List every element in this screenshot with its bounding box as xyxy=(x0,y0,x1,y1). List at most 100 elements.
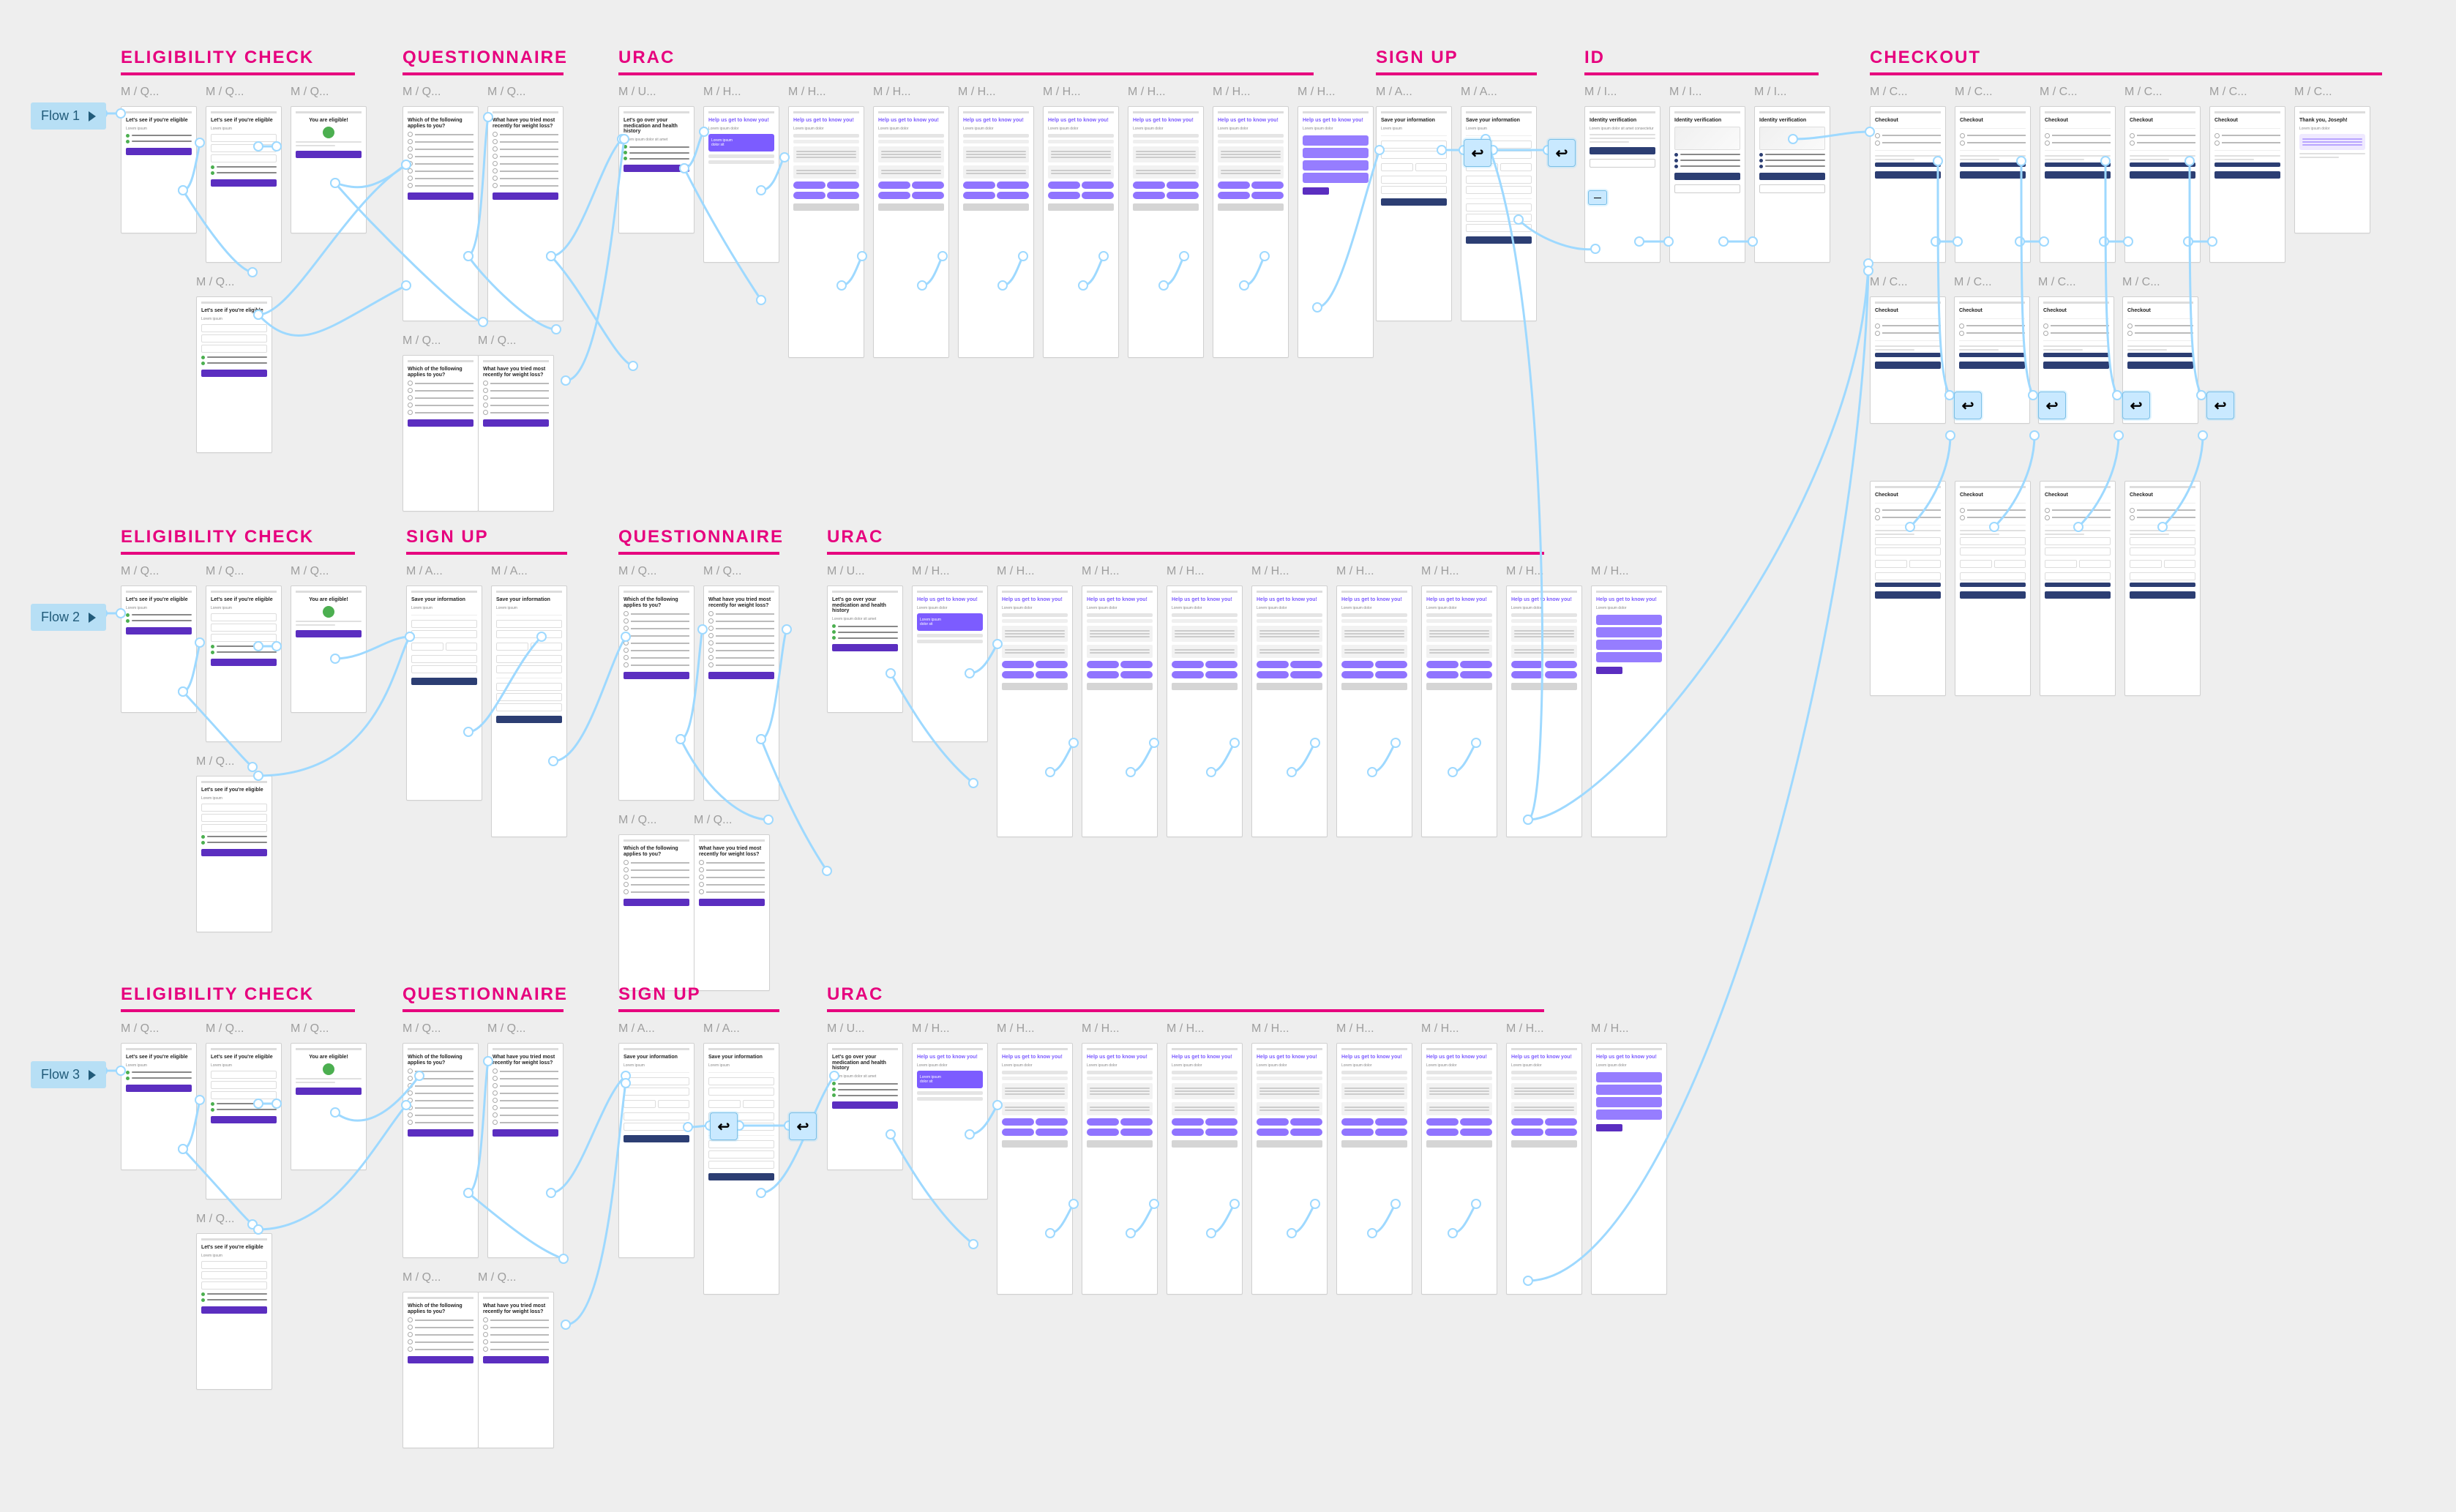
screen-frame[interactable]: What have you tried most recently for we… xyxy=(478,1292,554,1448)
screen-frame[interactable]: Save your informationLorem ipsum xyxy=(1376,106,1452,321)
screen-frame[interactable]: Checkout xyxy=(1870,296,1946,424)
screen-frame[interactable]: Help us get to know you!Lorem ipsum dolo… xyxy=(1167,585,1243,837)
screen-frame[interactable]: Let's see if you're eligibleLorem ipsum xyxy=(196,296,272,453)
screen-frame[interactable]: Checkout xyxy=(2124,106,2201,263)
screen-frame[interactable]: Let's see if you're eligibleLorem ipsum xyxy=(196,1233,272,1390)
screen-frame[interactable]: Help us get to know you!Lorem ipsum dolo… xyxy=(912,585,988,742)
frame-label: M / Q... xyxy=(478,334,544,348)
back-node-icon[interactable]: ↩ xyxy=(2038,392,2066,419)
frame-label: M / Q... xyxy=(291,565,356,578)
screen-frame[interactable]: Checkout xyxy=(1955,481,2031,696)
screen-frame[interactable]: Let's see if you're eligibleLorem ipsum xyxy=(196,776,272,932)
section-heading: CHECKOUT xyxy=(1870,48,2382,75)
flow-badge-2[interactable]: Flow 2 xyxy=(31,604,106,631)
screen-frame[interactable]: Identity verification xyxy=(1669,106,1745,263)
back-node-icon[interactable]: ↩ xyxy=(1548,139,1576,167)
frame-label: M / H... xyxy=(1128,86,1194,99)
screen-frame[interactable]: Help us get to know you!Lorem ipsum dolo… xyxy=(1043,106,1119,358)
screen-frame[interactable]: Help us get to know you!Lorem ipsum dolo… xyxy=(1506,585,1582,837)
screen-frame[interactable]: Help us get to know you!Lorem ipsum dolo… xyxy=(958,106,1034,358)
screen-frame[interactable]: Let's see if you're eligibleLorem ipsum xyxy=(121,585,197,713)
screen-frame[interactable]: Help us get to know you!Lorem ipsum dolo… xyxy=(912,1043,988,1200)
screen-frame[interactable]: Help us get to know you!Lorem ipsum dolo… xyxy=(1082,585,1158,837)
proto-pill-icon[interactable]: — xyxy=(1588,190,1607,205)
screen-frame[interactable]: Help us get to know you!Lorem ipsum dolo… xyxy=(1336,1043,1412,1295)
screen-frame[interactable]: Which of the following applies to you? xyxy=(618,585,695,801)
screen-frame[interactable]: Which of the following applies to you? xyxy=(403,106,479,321)
screen-frame[interactable]: Save your informationLorem ipsum xyxy=(406,585,482,801)
screen-frame[interactable]: Checkout xyxy=(1870,106,1946,263)
screen-frame[interactable]: Help us get to know you!Lorem ipsum dolo… xyxy=(997,585,1073,837)
screen-frame[interactable]: Checkout xyxy=(2124,481,2201,696)
screen-frame[interactable]: Help us get to know you!Lorem ipsum dolo… xyxy=(1298,106,1374,358)
screen-frame[interactable]: Let's see if you're eligibleLorem ipsum xyxy=(206,106,282,263)
play-icon xyxy=(89,1070,96,1080)
screen-frame[interactable]: Let's go over your medication and health… xyxy=(827,1043,903,1170)
screen-frame[interactable]: Help us get to know you!Lorem ipsum dolo… xyxy=(1128,106,1204,358)
screen-frame[interactable]: Save your informationLorem ipsum xyxy=(618,1043,695,1258)
screen-frame[interactable]: What have you tried most recently for we… xyxy=(487,1043,564,1258)
screen-frame[interactable]: Save your informationLorem ipsum xyxy=(703,1043,779,1295)
screen-frame[interactable]: Which of the following applies to you? xyxy=(618,834,695,991)
back-node-icon[interactable]: ↩ xyxy=(2122,392,2150,419)
flow-badge-3[interactable]: Flow 3 xyxy=(31,1061,106,1088)
screen-frame[interactable]: Help us get to know you!Lorem ipsum dolo… xyxy=(1251,585,1328,837)
back-node-icon[interactable]: ↩ xyxy=(710,1112,738,1140)
screen-frame[interactable]: What have you tried most recently for we… xyxy=(478,355,554,512)
screen-frame[interactable]: What have you tried most recently for we… xyxy=(487,106,564,321)
screen-frame[interactable]: Help us get to know you!Lorem ipsum dolo… xyxy=(1506,1043,1582,1295)
screen-frame[interactable]: Which of the following applies to you? xyxy=(403,1043,479,1258)
frame-column: M / H... Help us get to know you!Lorem ip… xyxy=(873,86,949,358)
frame-label: M / Q... xyxy=(121,86,187,99)
back-node-icon[interactable]: ↩ xyxy=(1464,139,1491,167)
screen-frame[interactable]: You are eligible! xyxy=(291,106,367,233)
flow-section: URACM / U...Let's go over your medicatio… xyxy=(618,48,1314,358)
screen-frame[interactable]: Help us get to know you!Lorem ipsum dolo… xyxy=(703,106,779,263)
screen-frame[interactable]: Let's go over your medication and health… xyxy=(827,585,903,713)
screen-frame[interactable]: Checkout xyxy=(2040,106,2116,263)
screen-frame[interactable]: Save your informationLorem ipsum xyxy=(491,585,567,837)
screen-frame[interactable]: Which of the following applies to you? xyxy=(403,355,479,512)
screen-frame[interactable]: Help us get to know you!Lorem ipsum dolo… xyxy=(1591,585,1667,837)
screen-frame[interactable]: Identity verificationLorem ipsum dolor s… xyxy=(1584,106,1661,263)
screen-frame[interactable]: Checkout xyxy=(1870,481,1946,696)
screen-frame[interactable]: What have you tried most recently for we… xyxy=(694,834,770,991)
screen-frame[interactable]: Checkout xyxy=(1955,106,2031,263)
screen-frame[interactable]: Help us get to know you!Lorem ipsum dolo… xyxy=(1251,1043,1328,1295)
flow-badge-1[interactable]: Flow 1 xyxy=(31,102,106,130)
screen-frame[interactable]: You are eligible! xyxy=(291,1043,367,1170)
frame-column: M / H...Help us get to know you!Lorem ip… xyxy=(1298,86,1374,358)
back-node-icon[interactable]: ↩ xyxy=(789,1112,817,1140)
screen-frame[interactable]: Let's see if you're eligibleLorem ipsum xyxy=(121,1043,197,1170)
screen-frame[interactable]: Help us get to know you!Lorem ipsum dolo… xyxy=(1336,585,1412,837)
screen-frame[interactable]: Checkout xyxy=(2209,106,2285,263)
screen-frame[interactable]: Thank you, Joseph!Lorem ipsum dolor xyxy=(2294,106,2370,233)
screen-frame[interactable]: Help us get to know you!Lorem ipsum dolo… xyxy=(1421,585,1497,837)
back-node-icon[interactable]: ↩ xyxy=(1954,392,1982,419)
screen-frame[interactable]: Help us get to know you!Lorem ipsum dolo… xyxy=(1591,1043,1667,1295)
frame-label: M / U... xyxy=(827,565,893,578)
screen-frame[interactable]: Let's go over your medication and health… xyxy=(618,106,695,233)
screen-frame[interactable]: Help us get to know you!Lorem ipsum dolo… xyxy=(788,106,864,358)
screen-frame[interactable]: Help us get to know you!Lorem ipsum dolo… xyxy=(997,1043,1073,1295)
screen-frame[interactable]: What have you tried most recently for we… xyxy=(703,585,779,801)
screen-frame[interactable]: Help us get to know you!Lorem ipsum dolo… xyxy=(1421,1043,1497,1295)
frame-label: M / Q... xyxy=(206,565,272,578)
frame-label: M / H... xyxy=(873,86,939,99)
screen-frame[interactable]: Help us get to know you!Lorem ipsum dolo… xyxy=(1082,1043,1158,1295)
screen-frame[interactable]: Let's see if you're eligibleLorem ipsum xyxy=(206,585,282,742)
frame-column: M / C...Checkout xyxy=(1955,86,2031,263)
screen-frame[interactable]: Checkout xyxy=(2040,481,2116,696)
screen-frame[interactable]: Help us get to know you!Lorem ipsum dolo… xyxy=(1213,106,1289,358)
frame-label: M / H... xyxy=(997,1022,1063,1036)
screen-frame[interactable]: Let's see if you're eligibleLorem ipsum xyxy=(121,106,197,233)
screen-frame[interactable]: Let's see if you're eligibleLorem ipsum xyxy=(206,1043,282,1200)
screen-frame[interactable]: Identity verification xyxy=(1754,106,1830,263)
screen-frame[interactable]: Help us get to know you!Lorem ipsum dolo… xyxy=(1167,1043,1243,1295)
screen-frame[interactable]: Help us get to know you!Lorem ipsum dolo… xyxy=(873,106,949,358)
frame-label: M / Q... xyxy=(403,1022,468,1036)
screen-frame[interactable]: You are eligible! xyxy=(291,585,367,713)
frames-row: M / U...Let's go over your medication an… xyxy=(618,86,1314,358)
back-node-icon[interactable]: ↩ xyxy=(2206,392,2234,419)
screen-frame[interactable]: Which of the following applies to you? xyxy=(403,1292,479,1448)
